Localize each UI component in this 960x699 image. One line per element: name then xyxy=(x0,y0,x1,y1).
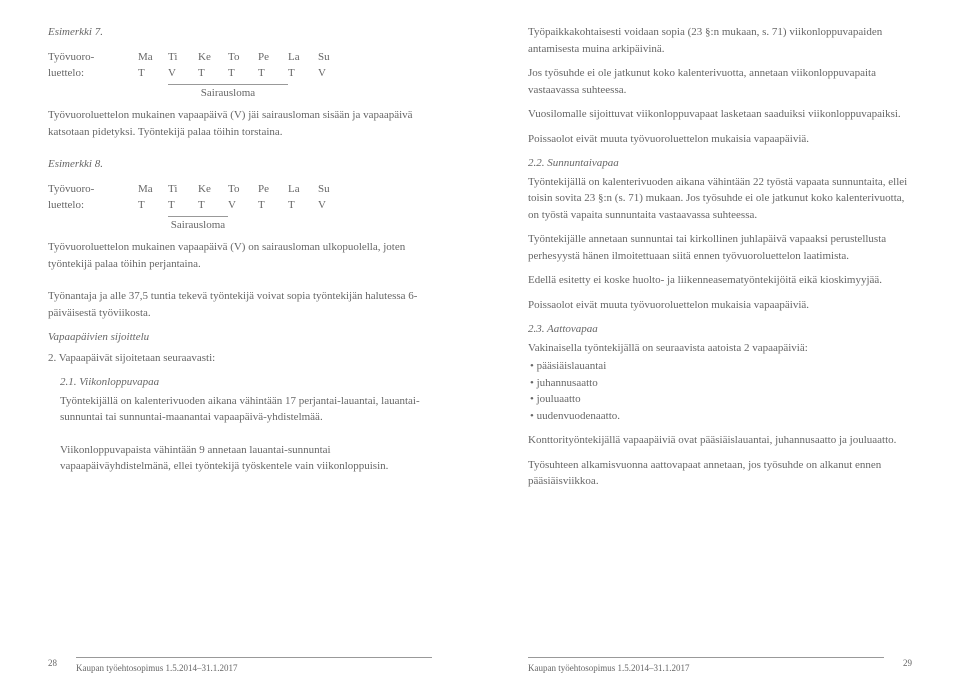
day-to: To xyxy=(228,49,258,66)
footer-text: Kaupan työehtosopimus 1.5.2014–31.1.2017 xyxy=(528,657,884,676)
list-item: juhannusaatto xyxy=(540,375,912,392)
val: T xyxy=(138,65,168,82)
day-ma: Ma xyxy=(138,181,168,198)
vapaapaivat-intro: 2. Vapaapäivät sijoitetaan seuraavasti: xyxy=(48,350,432,367)
day-ti: Ti xyxy=(168,181,198,198)
val: V xyxy=(318,197,348,214)
val: T xyxy=(168,197,198,214)
val: T xyxy=(288,197,318,214)
sunnuntai-p3: Edellä esitetty ei koske huolto- ja liik… xyxy=(528,272,912,289)
aatto-intro: Vakinaisella työntekijällä on seuraavist… xyxy=(528,340,912,357)
sunnuntai-heading: 2.2. Sunnuntaivapaa xyxy=(528,155,912,172)
val: V xyxy=(168,65,198,82)
table-label: Työvuoro- xyxy=(48,49,138,66)
day-su: Su xyxy=(318,49,348,66)
table-example8: Työvuoro- Ma Ti Ke To Pe La Su luettelo:… xyxy=(48,181,432,234)
sunnuntai-p1: Työntekijällä on kalenterivuoden aikana … xyxy=(528,174,912,224)
aatto-list: pääsiäislauantai juhannusaatto jouluaatt… xyxy=(528,358,912,424)
example8-title: Esimerkki 8. xyxy=(48,156,432,173)
footer-right: Kaupan työehtosopimus 1.5.2014–31.1.2017… xyxy=(528,651,912,676)
val: T xyxy=(138,197,168,214)
val: T xyxy=(258,197,288,214)
day-ke: Ke xyxy=(198,49,228,66)
day-to: To xyxy=(228,181,258,198)
aatto-p3: Työsuhteen alkamisvuonna aattovapaat ann… xyxy=(528,457,912,490)
content-left: Esimerkki 7. Työvuoro- Ma Ti Ke To Pe La… xyxy=(48,24,432,651)
day-pe: Pe xyxy=(258,49,288,66)
aatto-p2: Konttorityöntekijällä vapaapäiviä ovat p… xyxy=(528,432,912,449)
right-p3: Vuosilomalle sijoittuvat viikonloppuvapa… xyxy=(528,106,912,123)
val: V xyxy=(228,197,258,214)
aatto-heading: 2.3. Aattovapaa xyxy=(528,321,912,338)
day-ma: Ma xyxy=(138,49,168,66)
val: T xyxy=(288,65,318,82)
example8-text: Työvuoroluettelon mukainen vapaapäivä (V… xyxy=(48,239,432,272)
val: T xyxy=(198,197,228,214)
table-label: luettelo: xyxy=(48,197,138,214)
val: V xyxy=(318,65,348,82)
sunnuntai-p4: Poissaolot eivät muuta työvuoroluettelon… xyxy=(528,297,912,314)
page-number: 28 xyxy=(48,657,76,676)
right-p2: Jos työsuhde ei ole jatkunut koko kalent… xyxy=(528,65,912,98)
viikonloppu-p2: Viikonloppuvapaista vähintään 9 annetaan… xyxy=(60,442,432,475)
table-label: luettelo: xyxy=(48,65,138,82)
day-ti: Ti xyxy=(168,49,198,66)
day-su: Su xyxy=(318,181,348,198)
footer-left: 28 Kaupan työehtosopimus 1.5.2014–31.1.2… xyxy=(48,651,432,676)
vapaapaivien-heading: Vapaapäivien sijoittelu xyxy=(48,329,432,346)
val: T xyxy=(198,65,228,82)
viikonloppu-p1: Työntekijällä on kalenterivuoden aikana … xyxy=(60,393,432,426)
page-number: 29 xyxy=(884,657,912,676)
tyonantaja-text: Työnantaja ja alle 37,5 tuntia tekevä ty… xyxy=(48,288,432,321)
list-item: uudenvuodenaatto. xyxy=(540,408,912,425)
sunnuntai-p2: Työntekijälle annetaan sunnuntai tai kir… xyxy=(528,231,912,264)
footer-text: Kaupan työehtosopimus 1.5.2014–31.1.2017 xyxy=(76,657,432,676)
viikonloppu-heading: 2.1. Viikonloppuvapaa xyxy=(60,374,432,391)
sairausloma-label: Sairausloma xyxy=(168,216,228,234)
day-pe: Pe xyxy=(258,181,288,198)
page-right: Työpaikkakohtaisesti voidaan sopia (23 §… xyxy=(480,0,960,699)
val: T xyxy=(228,65,258,82)
example7-text: Työvuoroluettelon mukainen vapaapäivä (V… xyxy=(48,107,432,140)
table-example7: Työvuoro- Ma Ti Ke To Pe La Su luettelo:… xyxy=(48,49,432,102)
sairausloma-label: Sairausloma xyxy=(168,84,288,102)
example7-title: Esimerkki 7. xyxy=(48,24,432,41)
page-left: Esimerkki 7. Työvuoro- Ma Ti Ke To Pe La… xyxy=(0,0,480,699)
day-ke: Ke xyxy=(198,181,228,198)
day-la: La xyxy=(288,49,318,66)
right-p4: Poissaolot eivät muuta työvuoroluettelon… xyxy=(528,131,912,148)
val: T xyxy=(258,65,288,82)
list-item: pääsiäislauantai xyxy=(540,358,912,375)
right-p1: Työpaikkakohtaisesti voidaan sopia (23 §… xyxy=(528,24,912,57)
list-item: jouluaatto xyxy=(540,391,912,408)
indented-block: 2.1. Viikonloppuvapaa Työntekijällä on k… xyxy=(48,374,432,475)
table-label: Työvuoro- xyxy=(48,181,138,198)
day-la: La xyxy=(288,181,318,198)
content-right: Työpaikkakohtaisesti voidaan sopia (23 §… xyxy=(528,24,912,651)
